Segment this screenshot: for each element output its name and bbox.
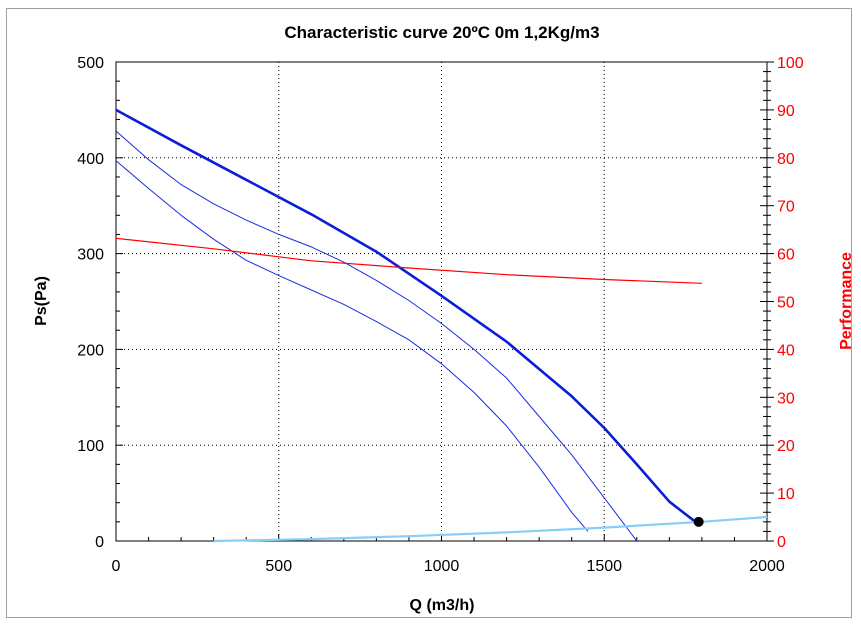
x-axis-label: Q (m3/h) — [410, 597, 475, 614]
y-axis-label: Ps(Pa) — [33, 276, 50, 326]
y2-tick-label: 70 — [777, 199, 795, 216]
plot-area-border — [115, 61, 768, 542]
series-performance — [115, 237, 702, 284]
y-tick-label: 100 — [77, 438, 104, 455]
y2-tick-label: 20 — [777, 438, 795, 455]
tick-marks — [115, 61, 774, 542]
y-tick-labels: 0 100 200 300 400 500 — [77, 55, 104, 551]
y2-tick-label: 60 — [777, 247, 795, 264]
x-tick-label: 0 — [112, 558, 121, 575]
series-pressure-curve-2 — [115, 130, 638, 542]
x-tick-label: 500 — [265, 558, 292, 575]
y2-tick-label: 50 — [777, 295, 795, 312]
y2-tick-labels: 0 10 20 30 40 50 60 70 80 90 100 — [777, 55, 804, 551]
chart-title: Characteristic curve 20ºC 0m 1,2Kg/m3 — [284, 23, 599, 42]
y2-axis-label: Performance — [838, 252, 855, 350]
x-tick-labels: 0 500 1000 1500 2000 — [112, 558, 785, 575]
y2-tick-label: 80 — [777, 151, 795, 168]
y2-tick-label: 30 — [777, 390, 795, 407]
y-tick-label: 400 — [77, 151, 104, 168]
y2-tick-label: 90 — [777, 103, 795, 120]
y2-tick-label: 0 — [777, 534, 786, 551]
series-system-curve — [213, 515, 768, 543]
operating-point-marker — [693, 516, 704, 527]
x-tick-label: 2000 — [749, 558, 785, 575]
y-tick-label: 0 — [95, 534, 104, 551]
x-tick-label: 1000 — [424, 558, 460, 575]
y2-tick-label: 10 — [777, 486, 795, 503]
series-group — [115, 108, 768, 543]
y2-tick-label: 40 — [777, 342, 795, 359]
chart-frame — [6, 8, 852, 618]
grid — [116, 62, 767, 541]
y2-tick-label: 100 — [777, 55, 804, 72]
y-tick-label: 500 — [77, 55, 104, 72]
series-pressure-curve-3 — [115, 160, 589, 532]
y-tick-label: 200 — [77, 342, 104, 359]
x-tick-label: 1500 — [586, 558, 622, 575]
series-main-pressure-curve — [115, 108, 697, 523]
y-tick-label: 300 — [77, 247, 104, 264]
